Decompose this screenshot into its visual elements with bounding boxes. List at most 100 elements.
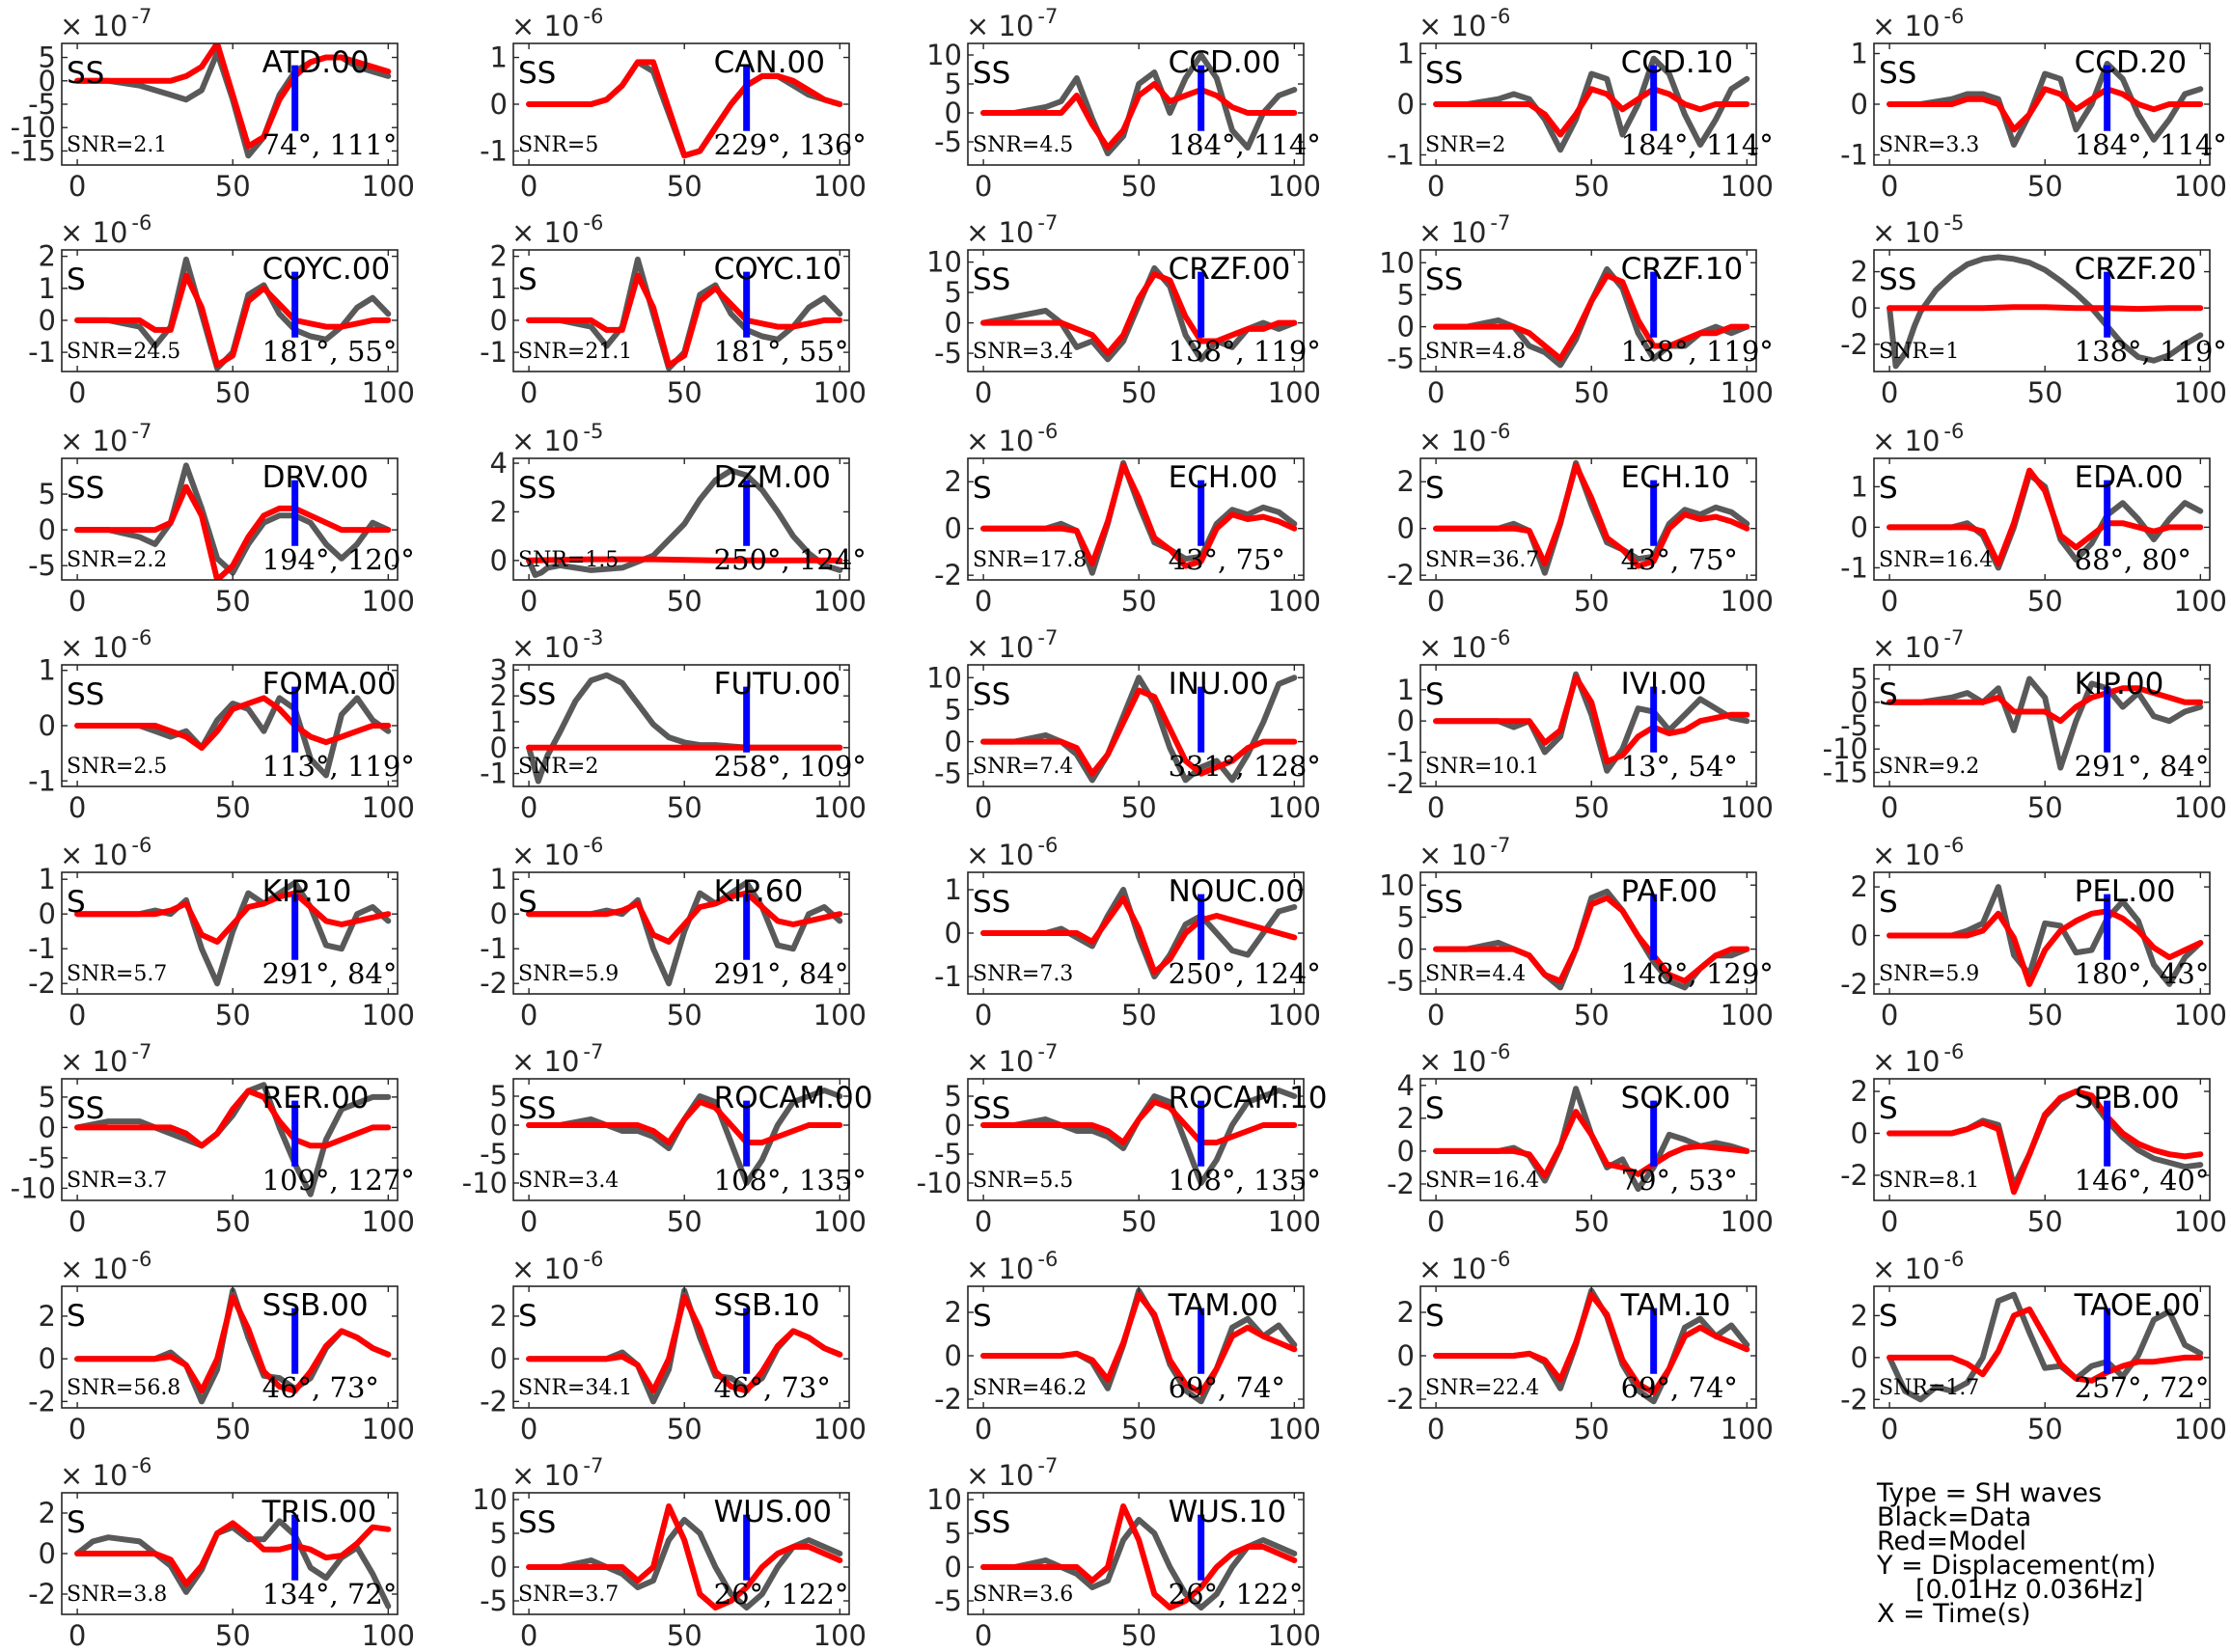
data-trace [74, 462, 392, 576]
snr-label: SNR=4.5 [973, 133, 1073, 157]
station-label: COYC.00 [262, 252, 391, 287]
x-tick-label: 100 [362, 999, 415, 1032]
x-tick-label: 0 [1881, 585, 1898, 618]
x-tick-label: 0 [520, 1205, 537, 1238]
x-tick-label: 100 [1268, 1619, 1321, 1652]
axes-frame [1873, 1285, 2211, 1409]
y-exponent-power: -6 [583, 211, 603, 234]
x-tick-label: 100 [1721, 999, 1774, 1032]
station-label: TAM.10 [1620, 1288, 1731, 1323]
y-exponent-power: -6 [131, 1248, 151, 1271]
y-exponent-power: -6 [1943, 5, 1964, 28]
phase-label: SS [518, 471, 556, 506]
y-exponent: × 10 -7 [966, 5, 1058, 42]
station-label: DRV.00 [262, 460, 369, 495]
snr-label: SNR=5 [518, 133, 598, 157]
y-exponent: × 10 -6 [60, 626, 151, 664]
model-trace [980, 462, 1298, 569]
data-trace [74, 1518, 392, 1610]
phase-label: S [1879, 885, 1898, 920]
model-trace [1433, 272, 1750, 362]
azimuth-label: 250°, 124° [714, 543, 867, 576]
station-label: FUTU.00 [714, 667, 840, 702]
y-tick-label: 0 [490, 1109, 508, 1142]
y-exponent: × 10 -7 [966, 211, 1058, 249]
snr-label: SNR=3.6 [973, 1583, 1073, 1607]
x-tick-label: 50 [215, 1205, 251, 1238]
x-tick-label: 0 [975, 170, 992, 203]
azimuth-label: 146°, 40° [2075, 1164, 2210, 1197]
phase-label: SS [973, 56, 1010, 91]
snr-label: SNR=2.2 [67, 548, 167, 572]
y-exponent-power: -6 [131, 1454, 151, 1477]
x-tick-label: 50 [2027, 376, 2063, 409]
x-tick-label: 0 [69, 999, 86, 1032]
station-label: ROCAM.10 [1169, 1081, 1328, 1115]
azimuth-label: 138°, 119° [2075, 335, 2227, 368]
x-tick-label: 0 [520, 585, 537, 618]
y-tick-label: -2 [934, 559, 962, 592]
y-tick-label: -5 [934, 125, 962, 158]
x-tick-label: 100 [362, 170, 415, 203]
station-label: RER.00 [262, 1081, 370, 1115]
azimuth-label: 291°, 84° [714, 957, 849, 990]
y-exponent-power: -6 [1943, 1248, 1964, 1271]
model-trace [74, 43, 392, 150]
azimuth-label: 46°, 73° [262, 1371, 379, 1404]
axes-frame [512, 1492, 850, 1615]
data-trace [1887, 61, 2204, 148]
snr-label: SNR=2 [518, 755, 598, 779]
y-exponent: × 10 -6 [1872, 420, 1964, 457]
phase-label: S [1879, 471, 1898, 506]
y-exponent: × 10 -7 [511, 1040, 603, 1078]
azimuth-label: 229°, 136° [714, 128, 867, 161]
panel-taoe-00: 0 50 100 2 0 -2 × 10 -6 S TAOE.00 SNR=1.7 257°, 72° [1840, 1248, 2227, 1446]
axes-frame [967, 1285, 1305, 1409]
y-tick-label: 2 [39, 1300, 56, 1333]
y-tick-label: 5 [39, 41, 56, 74]
data-trace [1887, 254, 2204, 370]
y-tick-label: 2 [945, 465, 962, 498]
y-tick-label: 0 [945, 917, 962, 950]
data-trace [74, 879, 392, 987]
axes-frame [512, 249, 850, 372]
x-tick-label: 50 [667, 791, 702, 824]
y-tick-label: -1 [480, 932, 508, 965]
y-tick-label: 10 [926, 246, 962, 279]
phase-label: S [67, 1505, 86, 1540]
station-label: NOUC.00 [1169, 874, 1305, 909]
x-tick-label: 0 [520, 791, 537, 824]
y-tick-label: 5 [39, 1081, 56, 1114]
y-exponent: × 10 -7 [60, 5, 151, 42]
y-tick-label: 5 [1397, 900, 1415, 933]
y-exponent: × 10 -6 [1872, 834, 1964, 871]
model-trace [526, 272, 843, 369]
x-tick-label: 50 [1574, 1413, 1610, 1446]
x-tick-label: 0 [1427, 585, 1445, 618]
y-tick-label: 1 [1397, 38, 1415, 70]
x-tick-label: 0 [1427, 376, 1445, 409]
y-exponent-power: -7 [1037, 1040, 1058, 1063]
x-tick-label: 100 [2174, 585, 2227, 618]
phase-label: S [1425, 471, 1445, 506]
phase-label: S [1879, 677, 1898, 712]
y-tick-label: -5 [1387, 965, 1415, 998]
phase-label: SS [973, 677, 1010, 712]
y-tick-label: 0 [490, 544, 508, 577]
y-tick-label: 1 [39, 863, 56, 895]
x-tick-label: 100 [1721, 1413, 1774, 1446]
y-exponent-power: -7 [1490, 834, 1510, 857]
x-tick-label: 50 [667, 376, 702, 409]
y-tick-label: 0 [945, 307, 962, 340]
y-tick-label: 5 [490, 1080, 508, 1113]
y-tick-label: -1 [1840, 139, 1868, 172]
y-exponent-power: -6 [1490, 5, 1510, 28]
y-exponent-power: -6 [1490, 420, 1510, 443]
y-exponent: × 10 -6 [1872, 5, 1964, 42]
legend-type: Type = SH waves [1876, 1478, 2102, 1508]
y-exponent: × 10 -7 [1418, 834, 1510, 871]
